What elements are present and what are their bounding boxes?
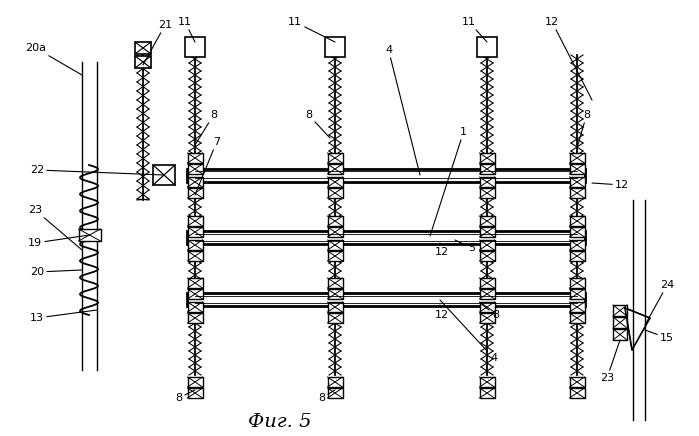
Bar <box>187 153 203 163</box>
Bar <box>328 227 343 237</box>
Bar <box>187 251 203 261</box>
Bar <box>328 289 343 299</box>
Text: 4: 4 <box>385 45 420 175</box>
Text: 24: 24 <box>645 280 675 325</box>
Text: 8: 8 <box>195 110 217 145</box>
Bar <box>480 278 494 288</box>
Bar <box>328 377 343 387</box>
Bar <box>187 313 203 323</box>
Bar <box>187 216 203 226</box>
Bar <box>187 188 203 198</box>
Bar <box>570 188 584 198</box>
Text: 11: 11 <box>178 17 195 42</box>
Bar <box>328 302 343 312</box>
Bar <box>325 37 345 57</box>
Bar <box>328 278 343 288</box>
Text: Фиг. 5: Фиг. 5 <box>248 413 312 431</box>
Bar <box>613 305 627 316</box>
Bar <box>185 37 205 57</box>
Bar <box>480 164 494 174</box>
Text: 4: 4 <box>440 300 497 363</box>
Bar <box>187 388 203 398</box>
Bar <box>328 153 343 163</box>
Bar <box>570 177 584 187</box>
Text: 12: 12 <box>435 243 449 257</box>
Bar <box>570 377 584 387</box>
Text: 8: 8 <box>318 390 335 403</box>
Bar <box>477 37 497 57</box>
Bar <box>480 227 494 237</box>
Bar <box>328 177 343 187</box>
Bar <box>187 164 203 174</box>
Text: 12: 12 <box>435 305 449 320</box>
Bar <box>570 227 584 237</box>
Bar <box>480 251 494 261</box>
Bar <box>570 313 584 323</box>
Bar <box>328 251 343 261</box>
Bar <box>135 42 151 54</box>
Text: 12: 12 <box>592 180 629 190</box>
Bar <box>480 313 494 323</box>
Bar <box>480 377 494 387</box>
Bar <box>480 177 494 187</box>
Text: 12: 12 <box>545 17 592 100</box>
Bar <box>570 164 584 174</box>
Bar <box>187 293 585 307</box>
Text: 15: 15 <box>645 330 674 343</box>
Text: 23: 23 <box>600 340 620 383</box>
Bar <box>187 227 203 237</box>
Bar <box>328 240 343 250</box>
Bar <box>613 317 627 328</box>
Bar <box>480 388 494 398</box>
Bar <box>187 377 203 387</box>
Text: 13: 13 <box>30 310 97 323</box>
Bar <box>187 278 203 288</box>
Bar <box>187 177 203 187</box>
Bar <box>613 329 627 340</box>
Bar <box>480 153 494 163</box>
Bar <box>570 251 584 261</box>
Bar <box>570 153 584 163</box>
Bar <box>570 240 584 250</box>
Text: 1: 1 <box>430 127 467 236</box>
Text: 20: 20 <box>30 267 82 277</box>
Bar <box>328 388 343 398</box>
Text: 8: 8 <box>305 110 330 138</box>
Bar <box>480 289 494 299</box>
Bar <box>187 302 203 312</box>
Bar <box>135 56 151 68</box>
Text: 8: 8 <box>175 390 195 403</box>
Bar <box>570 278 584 288</box>
Text: 22: 22 <box>30 165 164 175</box>
Text: 7: 7 <box>195 137 220 195</box>
Bar <box>328 164 343 174</box>
Text: 11: 11 <box>288 17 335 42</box>
Bar <box>328 216 343 226</box>
Text: 19: 19 <box>28 235 89 248</box>
Bar <box>480 302 494 312</box>
Bar <box>78 229 101 241</box>
Bar <box>480 188 494 198</box>
Bar <box>187 168 585 181</box>
Bar <box>328 313 343 323</box>
Text: 8: 8 <box>480 303 499 320</box>
Bar <box>570 216 584 226</box>
Text: 5: 5 <box>455 240 475 253</box>
Bar <box>187 232 585 245</box>
Bar <box>480 216 494 226</box>
Bar <box>570 289 584 299</box>
Text: 21: 21 <box>143 20 172 65</box>
Text: 11: 11 <box>462 17 487 42</box>
Bar <box>187 289 203 299</box>
Text: 8: 8 <box>577 110 590 148</box>
Bar <box>480 240 494 250</box>
Bar <box>570 388 584 398</box>
Text: 20a: 20a <box>25 43 82 75</box>
Bar <box>187 240 203 250</box>
Text: 23: 23 <box>28 205 82 250</box>
Bar <box>328 188 343 198</box>
Bar <box>570 302 584 312</box>
Bar <box>153 165 175 185</box>
